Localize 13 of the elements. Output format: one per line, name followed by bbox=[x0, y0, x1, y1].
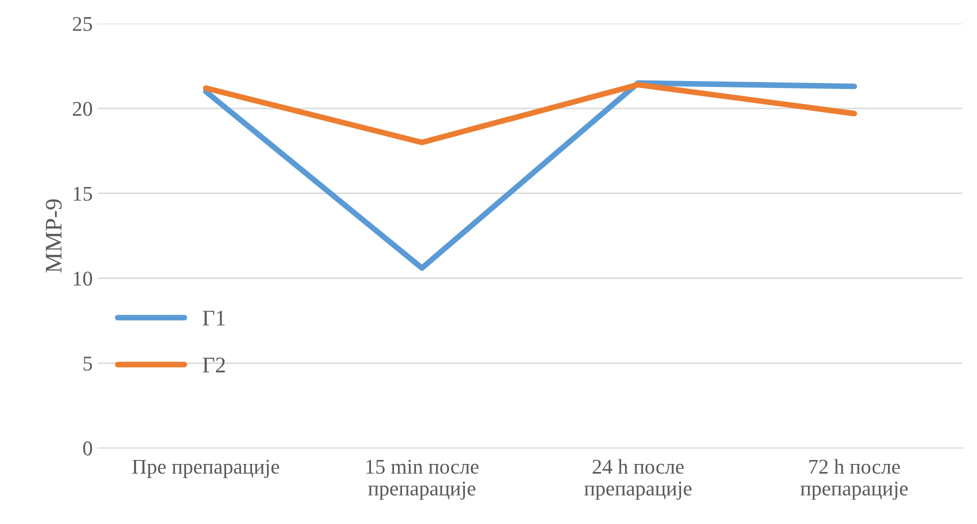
x-tick-label: Пре препарације bbox=[132, 460, 280, 478]
legend-label: Г2 bbox=[202, 358, 225, 372]
x-tick-label: 72 h после препарације bbox=[800, 459, 908, 500]
x-tick-label: 15 min после препарације bbox=[366, 460, 479, 500]
y-tick-label: 10 bbox=[74, 272, 92, 286]
y-axis-title: MMP-9 bbox=[46, 199, 62, 273]
y-tick-label: 5 bbox=[84, 356, 92, 371]
y-tick-label: 0 bbox=[83, 441, 92, 456]
y-tick-label: 20 bbox=[72, 102, 92, 116]
x-tick-label: 24 h после препарације bbox=[584, 459, 692, 500]
legend-label: Г1 bbox=[202, 310, 225, 326]
y-tick-label: 15 bbox=[74, 186, 92, 201]
y-tick-label: 25 bbox=[72, 17, 92, 32]
